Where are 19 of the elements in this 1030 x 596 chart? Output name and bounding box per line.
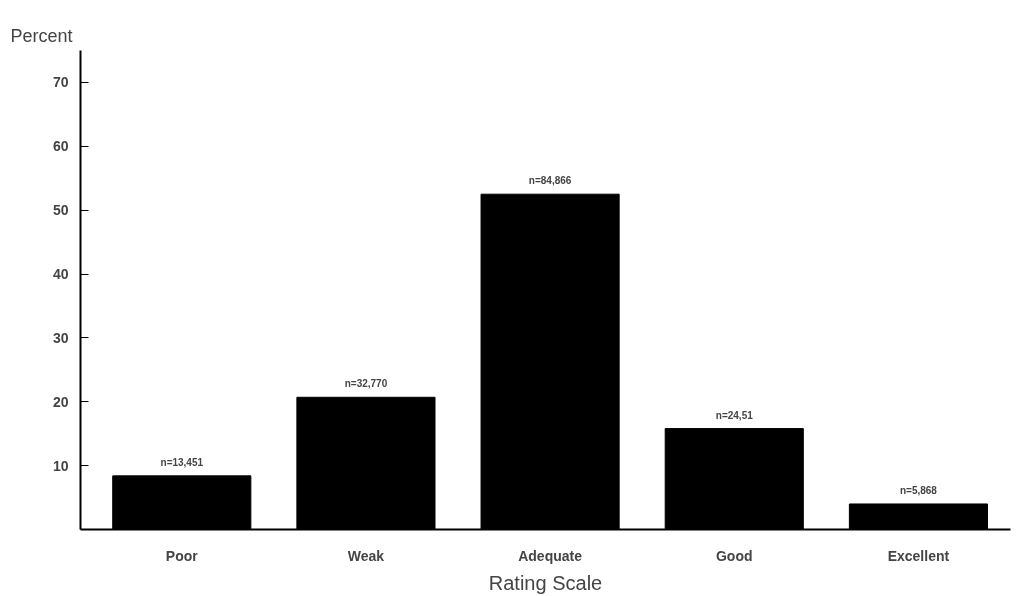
y-axis-title: Percent bbox=[10, 25, 73, 46]
x-tick-label: Poor bbox=[165, 547, 199, 564]
annotation: n=24,51 bbox=[715, 409, 754, 421]
y-tick-label: 40 bbox=[52, 266, 69, 283]
y-tick-label: 60 bbox=[52, 138, 69, 155]
x-tick-label: Good bbox=[715, 547, 753, 564]
y-tick-label: 30 bbox=[52, 329, 69, 346]
annotation: n=84,866 bbox=[528, 175, 572, 187]
annotation: n=5,868 bbox=[899, 484, 938, 496]
y-tick-label: 70 bbox=[52, 74, 69, 91]
y-tick-label: 20 bbox=[52, 393, 69, 410]
y-tick-label: 10 bbox=[52, 457, 69, 474]
x-tick-label: Excellent bbox=[887, 547, 950, 564]
annotation: n=32,770 bbox=[344, 378, 388, 390]
annotation: n=13,451 bbox=[160, 456, 204, 468]
x-axis-title: Rating Scale bbox=[488, 571, 603, 594]
x-tick-label: Weak bbox=[347, 547, 385, 564]
y-tick-label: 50 bbox=[52, 202, 69, 219]
x-tick-label: Adequate bbox=[518, 547, 583, 564]
